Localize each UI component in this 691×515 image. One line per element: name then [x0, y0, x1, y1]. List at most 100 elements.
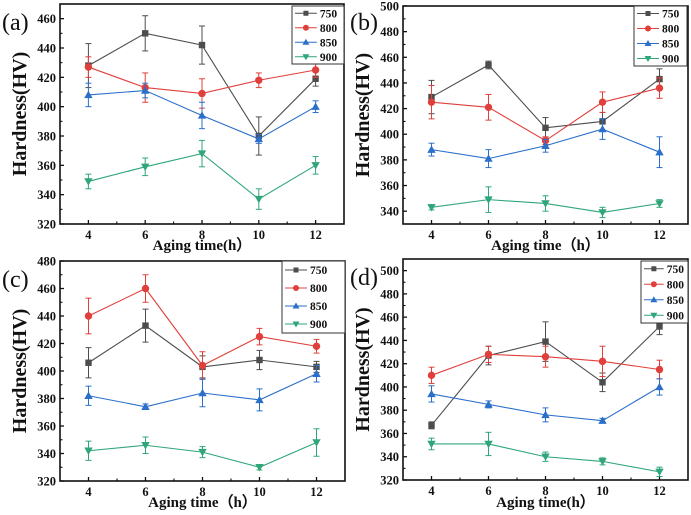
data-point	[312, 342, 321, 350]
y-tick-label: 340	[37, 447, 56, 461]
legend-marker	[651, 266, 657, 272]
y-tick-label: 420	[380, 357, 399, 371]
data-point	[598, 357, 607, 366]
data-point	[656, 323, 663, 330]
x-tick-label: 6	[142, 485, 148, 499]
data-point	[311, 162, 320, 170]
panel-label: (c)	[2, 267, 29, 293]
data-point	[141, 442, 150, 450]
panel-d: 4 6 8 10 12 320 340 360 380 400 420 440 460 480 500 Agi…	[350, 258, 689, 511]
x-tick-label: 12	[310, 485, 323, 499]
legend-label: 850	[662, 39, 680, 51]
data-point	[655, 84, 664, 92]
x-tick-label: 8	[542, 228, 548, 242]
y-tick-label: 480	[37, 255, 56, 269]
x-tick-label: 12	[653, 484, 666, 498]
data-point	[141, 402, 150, 410]
data-point	[655, 147, 664, 156]
y-tick-label: 440	[37, 310, 56, 324]
y-tick-label: 460	[380, 311, 399, 325]
data-point	[484, 154, 493, 162]
data-point	[427, 440, 436, 449]
data-point	[311, 66, 320, 74]
data-point	[598, 209, 607, 217]
legend-label: 750	[310, 265, 328, 277]
x-tick-label: 8	[199, 485, 205, 499]
y-tick-label: 440	[380, 334, 399, 348]
data-point	[655, 365, 664, 374]
data-point	[541, 453, 550, 461]
data-point	[84, 63, 93, 71]
legend-marker	[303, 10, 309, 16]
legend-label: 900	[320, 52, 338, 64]
legend-entry-900: 900	[285, 319, 328, 331]
data-point	[427, 389, 436, 398]
legend-entry-850: 850	[644, 295, 684, 307]
legend-marker	[645, 25, 651, 32]
data-point	[197, 150, 207, 158]
data-point	[312, 369, 321, 377]
y-tick-label: 360	[37, 420, 56, 434]
legend: 750 800 850 900	[640, 260, 689, 324]
data-point	[141, 163, 150, 171]
y-tick-label: 400	[37, 365, 56, 379]
x-axis-title: Aging time（h）	[491, 236, 600, 254]
legend-marker	[302, 24, 309, 31]
y-tick-label: 400	[380, 380, 399, 394]
data-point	[84, 178, 93, 186]
data-point	[84, 391, 93, 399]
data-point	[484, 400, 493, 408]
legend-marker	[302, 38, 310, 45]
y-axis-title: Hardness(HV)	[9, 309, 31, 433]
x-tick-label: 8	[199, 228, 205, 242]
data-point	[84, 90, 93, 99]
y-tick-label: 420	[380, 102, 399, 116]
data-point	[85, 359, 92, 366]
series-850	[427, 118, 664, 169]
legend-marker	[302, 54, 310, 61]
data-point	[141, 284, 150, 293]
legend-entry-850: 850	[285, 301, 328, 313]
y-tick-label: 340	[380, 205, 399, 219]
x-tick-label: 12	[309, 228, 322, 242]
data-point	[142, 30, 149, 37]
legend-marker	[292, 302, 300, 309]
series-750	[428, 60, 663, 139]
y-tick-label: 380	[380, 404, 399, 418]
x-tick-label: 6	[485, 228, 491, 242]
data-point	[484, 196, 493, 204]
legend-marker	[644, 40, 652, 46]
legend-label: 900	[667, 310, 685, 322]
legend: 750 800 850 900	[281, 260, 346, 334]
data-point	[598, 458, 607, 466]
x-tick-label: 10	[596, 228, 609, 242]
legend-label: 900	[662, 54, 680, 66]
y-tick-label: 320	[37, 475, 56, 489]
data-point	[198, 448, 207, 457]
data-point	[198, 89, 206, 98]
data-point	[655, 382, 664, 391]
x-tick-label: 10	[253, 485, 266, 499]
data-point	[427, 204, 436, 212]
y-tick-label: 480	[380, 287, 399, 301]
legend-marker	[645, 11, 651, 16]
data-point	[655, 200, 664, 208]
legend-entry-900: 900	[637, 54, 680, 66]
legend-marker	[644, 56, 652, 62]
x-tick-label: 6	[485, 484, 491, 498]
y-tick-label: 400	[380, 128, 399, 142]
legend-label: 900	[310, 319, 328, 331]
series-850	[84, 365, 321, 412]
data-point	[84, 447, 93, 455]
y-tick-label: 500	[380, 264, 399, 278]
data-point	[255, 395, 264, 404]
data-point	[256, 356, 263, 364]
data-point	[484, 103, 493, 112]
series-900	[427, 431, 664, 478]
y-tick-label: 440	[380, 76, 399, 90]
data-point	[84, 312, 93, 320]
data-point	[198, 388, 207, 397]
legend-label: 750	[667, 264, 685, 276]
data-point	[484, 350, 493, 359]
